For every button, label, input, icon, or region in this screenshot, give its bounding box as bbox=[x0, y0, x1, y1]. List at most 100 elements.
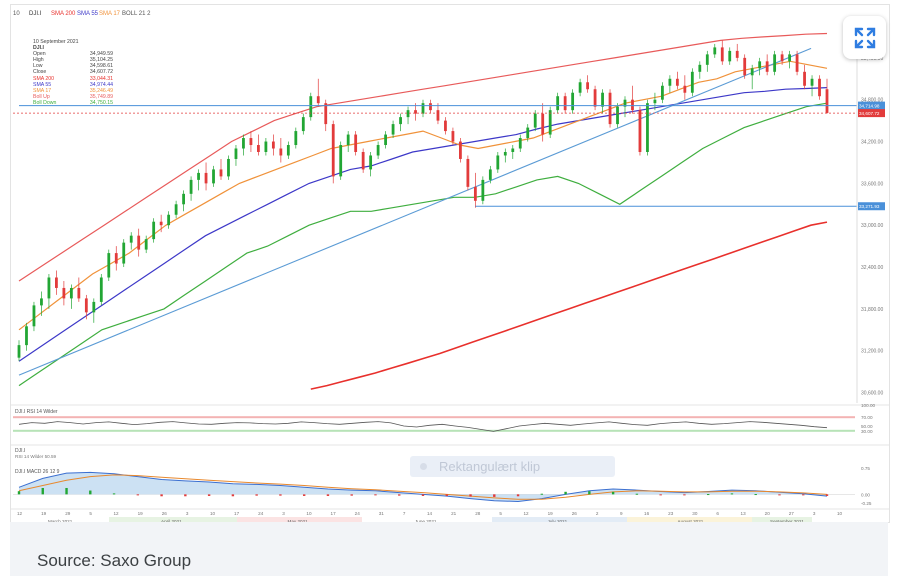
upper-support-tag bbox=[858, 101, 885, 110]
legend-label: SMA 17 bbox=[33, 87, 52, 94]
candle-body bbox=[623, 99, 627, 107]
macd-hist-bar bbox=[350, 494, 353, 496]
lower-support-text: 33,271.93 bbox=[859, 204, 880, 209]
y-tick-label: 30,600.00 bbox=[861, 391, 883, 397]
candle-body bbox=[361, 151, 365, 170]
macd-hist-bar bbox=[279, 494, 282, 496]
legend-symbol: DJI.I bbox=[33, 45, 44, 52]
macd-sub-symbol: DJI.I bbox=[15, 448, 25, 454]
legend-value: 35,749.89 bbox=[89, 93, 113, 100]
candle-body bbox=[750, 68, 754, 76]
candle-body bbox=[818, 78, 821, 97]
macd-hist-bar bbox=[112, 493, 116, 495]
legend-value: 33,044.31 bbox=[89, 75, 113, 82]
x-day-tick: 23 bbox=[668, 511, 674, 516]
candle-body bbox=[765, 61, 769, 72]
candle-body bbox=[399, 117, 402, 125]
x-day-tick: 5 bbox=[499, 511, 502, 516]
candle-body bbox=[593, 89, 597, 107]
sma200-line bbox=[310, 221, 828, 390]
candle-body bbox=[286, 145, 290, 156]
candle-body bbox=[518, 138, 522, 149]
candle-body bbox=[758, 61, 762, 69]
legend-row: Low 34,598.61 bbox=[33, 63, 113, 69]
x-month-band bbox=[11, 517, 109, 522]
macd-hist-bar bbox=[231, 494, 235, 497]
legend-value: 34,607.72 bbox=[89, 69, 113, 76]
x-day-tick: 17 bbox=[234, 511, 240, 516]
candle-body bbox=[675, 78, 679, 86]
caption-bar: Source: Saxo Group bbox=[10, 522, 888, 576]
y-tick-label: 32,400.00 bbox=[861, 265, 883, 271]
candle-body bbox=[683, 85, 687, 93]
header-symbol: DJI.I bbox=[29, 11, 42, 17]
candle-body bbox=[646, 103, 649, 152]
macd-hist-bar bbox=[516, 494, 520, 497]
x-day-tick: 10 bbox=[306, 511, 312, 516]
candle-body bbox=[601, 92, 604, 107]
legend-value: 34,949.59 bbox=[89, 51, 113, 58]
y-tick-label: 33,600.00 bbox=[861, 181, 883, 187]
x-day-tick: 19 bbox=[138, 511, 144, 516]
macd-hist-bar bbox=[825, 494, 829, 496]
macd-hist-bar bbox=[683, 494, 686, 496]
candle-body bbox=[810, 78, 814, 86]
legend-row: Close 34,607.72 bbox=[33, 69, 113, 75]
candle-body bbox=[690, 71, 694, 93]
x-month-label: September 2021 bbox=[770, 519, 804, 522]
snip-overlay: Rektangulært klip bbox=[410, 456, 615, 477]
legend-label: Boll Down bbox=[33, 99, 57, 106]
rsi-level: 30.00 bbox=[861, 429, 873, 434]
legend-value: 34,974.44 bbox=[89, 81, 113, 88]
macd-level: -0.25 bbox=[861, 501, 872, 506]
macd-hist-bar bbox=[659, 494, 662, 496]
candle-body bbox=[346, 134, 350, 146]
indicator-bar: 10 DJI.I SMA 200 SMA 55 SMA 17 BOLL 21 2 bbox=[11, 5, 889, 23]
x-day-tick: 20 bbox=[765, 511, 771, 516]
candle-body bbox=[62, 287, 66, 299]
candle-body bbox=[586, 82, 589, 90]
candle-body bbox=[473, 186, 477, 201]
x-day-tick: 26 bbox=[572, 511, 578, 516]
x-day-tick: 12 bbox=[17, 511, 23, 516]
candle-body bbox=[152, 221, 156, 240]
candle-body bbox=[451, 131, 455, 142]
candle-body bbox=[466, 158, 470, 187]
x-day-tick: 14 bbox=[427, 511, 433, 516]
y-tick-label: 33,000.00 bbox=[861, 223, 883, 229]
x-day-tick: 3 bbox=[813, 511, 816, 516]
header-sma55: SMA 55 bbox=[77, 11, 99, 17]
candle-body bbox=[556, 96, 560, 111]
boll-lower-line bbox=[18, 102, 828, 387]
rsi-oversold-band bbox=[13, 429, 855, 432]
candle-body bbox=[301, 117, 305, 132]
last-price-text: 34,607.72 bbox=[859, 111, 880, 116]
candle-body bbox=[189, 179, 193, 194]
candle-body bbox=[309, 96, 313, 118]
macd-hist-bar bbox=[469, 494, 472, 497]
x-day-tick: 27 bbox=[789, 511, 795, 516]
candle-body bbox=[384, 134, 387, 146]
candle-body bbox=[316, 96, 320, 104]
rsi-title: DJI.I RSI 14 Wilder bbox=[15, 409, 58, 415]
expand-button[interactable] bbox=[843, 16, 886, 59]
macd-hist-bar bbox=[778, 494, 781, 496]
x-month-label: July 2021 bbox=[548, 519, 568, 522]
chart-frame: 10 DJI.I SMA 200 SMA 55 SMA 17 BOLL 21 2… bbox=[10, 4, 890, 523]
candle-body bbox=[803, 71, 806, 86]
x-day-tick: 31 bbox=[379, 511, 385, 516]
x-day-tick: 28 bbox=[475, 511, 481, 516]
candle-body bbox=[638, 110, 642, 152]
candle-body bbox=[55, 277, 58, 288]
candle-body bbox=[548, 110, 552, 135]
macd-level: 0.75 bbox=[861, 466, 870, 471]
macd-hist-bar bbox=[326, 494, 330, 496]
lower-support-tag bbox=[858, 202, 885, 211]
candle-body bbox=[488, 169, 492, 180]
rsi-level: 100.00 bbox=[861, 403, 875, 408]
candle-body bbox=[526, 127, 530, 139]
macd-hist-bar bbox=[65, 487, 68, 495]
candle-body bbox=[99, 277, 103, 302]
macd-area bbox=[19, 472, 827, 502]
candle-body bbox=[264, 141, 268, 152]
